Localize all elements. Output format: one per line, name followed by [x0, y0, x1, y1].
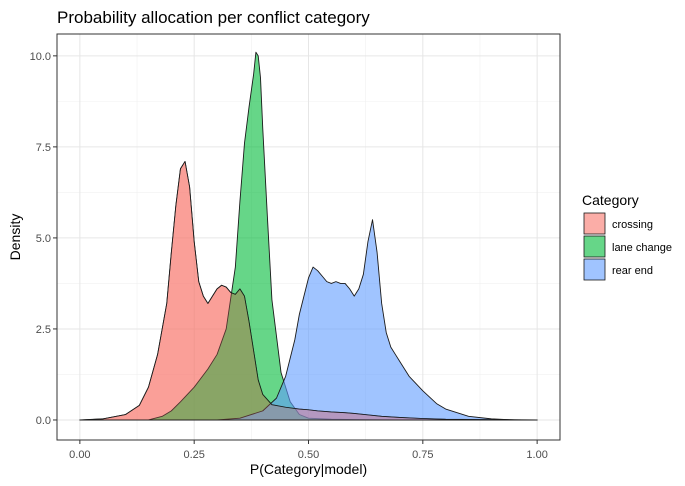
y-tick-label: 5.0 [36, 233, 51, 245]
legend-label-rear-end: rear end [612, 265, 653, 277]
legend-key-rear-end [583, 258, 606, 281]
chart-title: Probability allocation per conflict cate… [57, 8, 370, 27]
x-tick-label: 0.00 [69, 449, 90, 461]
density-areas [79, 51, 538, 421]
x-tick-label: 0.50 [298, 449, 319, 461]
y-tick-label: 2.5 [36, 324, 51, 336]
legend: Category crossing lane change rear end [582, 192, 672, 281]
y-tick-label: 0.0 [36, 415, 51, 427]
legend-title: Category [582, 192, 639, 208]
legend-label-crossing: crossing [612, 219, 653, 231]
x-tick-label: 0.75 [412, 449, 433, 461]
density-area-rear-end [79, 219, 538, 421]
legend-key-lane-change [583, 235, 606, 258]
legend-label-lane-change: lane change [612, 242, 672, 254]
y-tick-label: 7.5 [36, 142, 51, 154]
x-axis-ticks: 0.00 0.25 0.50 0.75 1.00 [69, 440, 548, 461]
x-tick-label: 1.00 [526, 449, 547, 461]
x-tick-label: 0.25 [183, 449, 204, 461]
legend-key-crossing [583, 212, 606, 235]
y-tick-label: 10.0 [30, 51, 51, 63]
y-axis-ticks: 0.0 2.5 5.0 7.5 10.0 [30, 51, 57, 427]
x-axis-title: P(Category|model) [250, 461, 367, 477]
y-axis-title: Density [7, 214, 23, 261]
density-area-crossing-overlay [79, 161, 538, 421]
